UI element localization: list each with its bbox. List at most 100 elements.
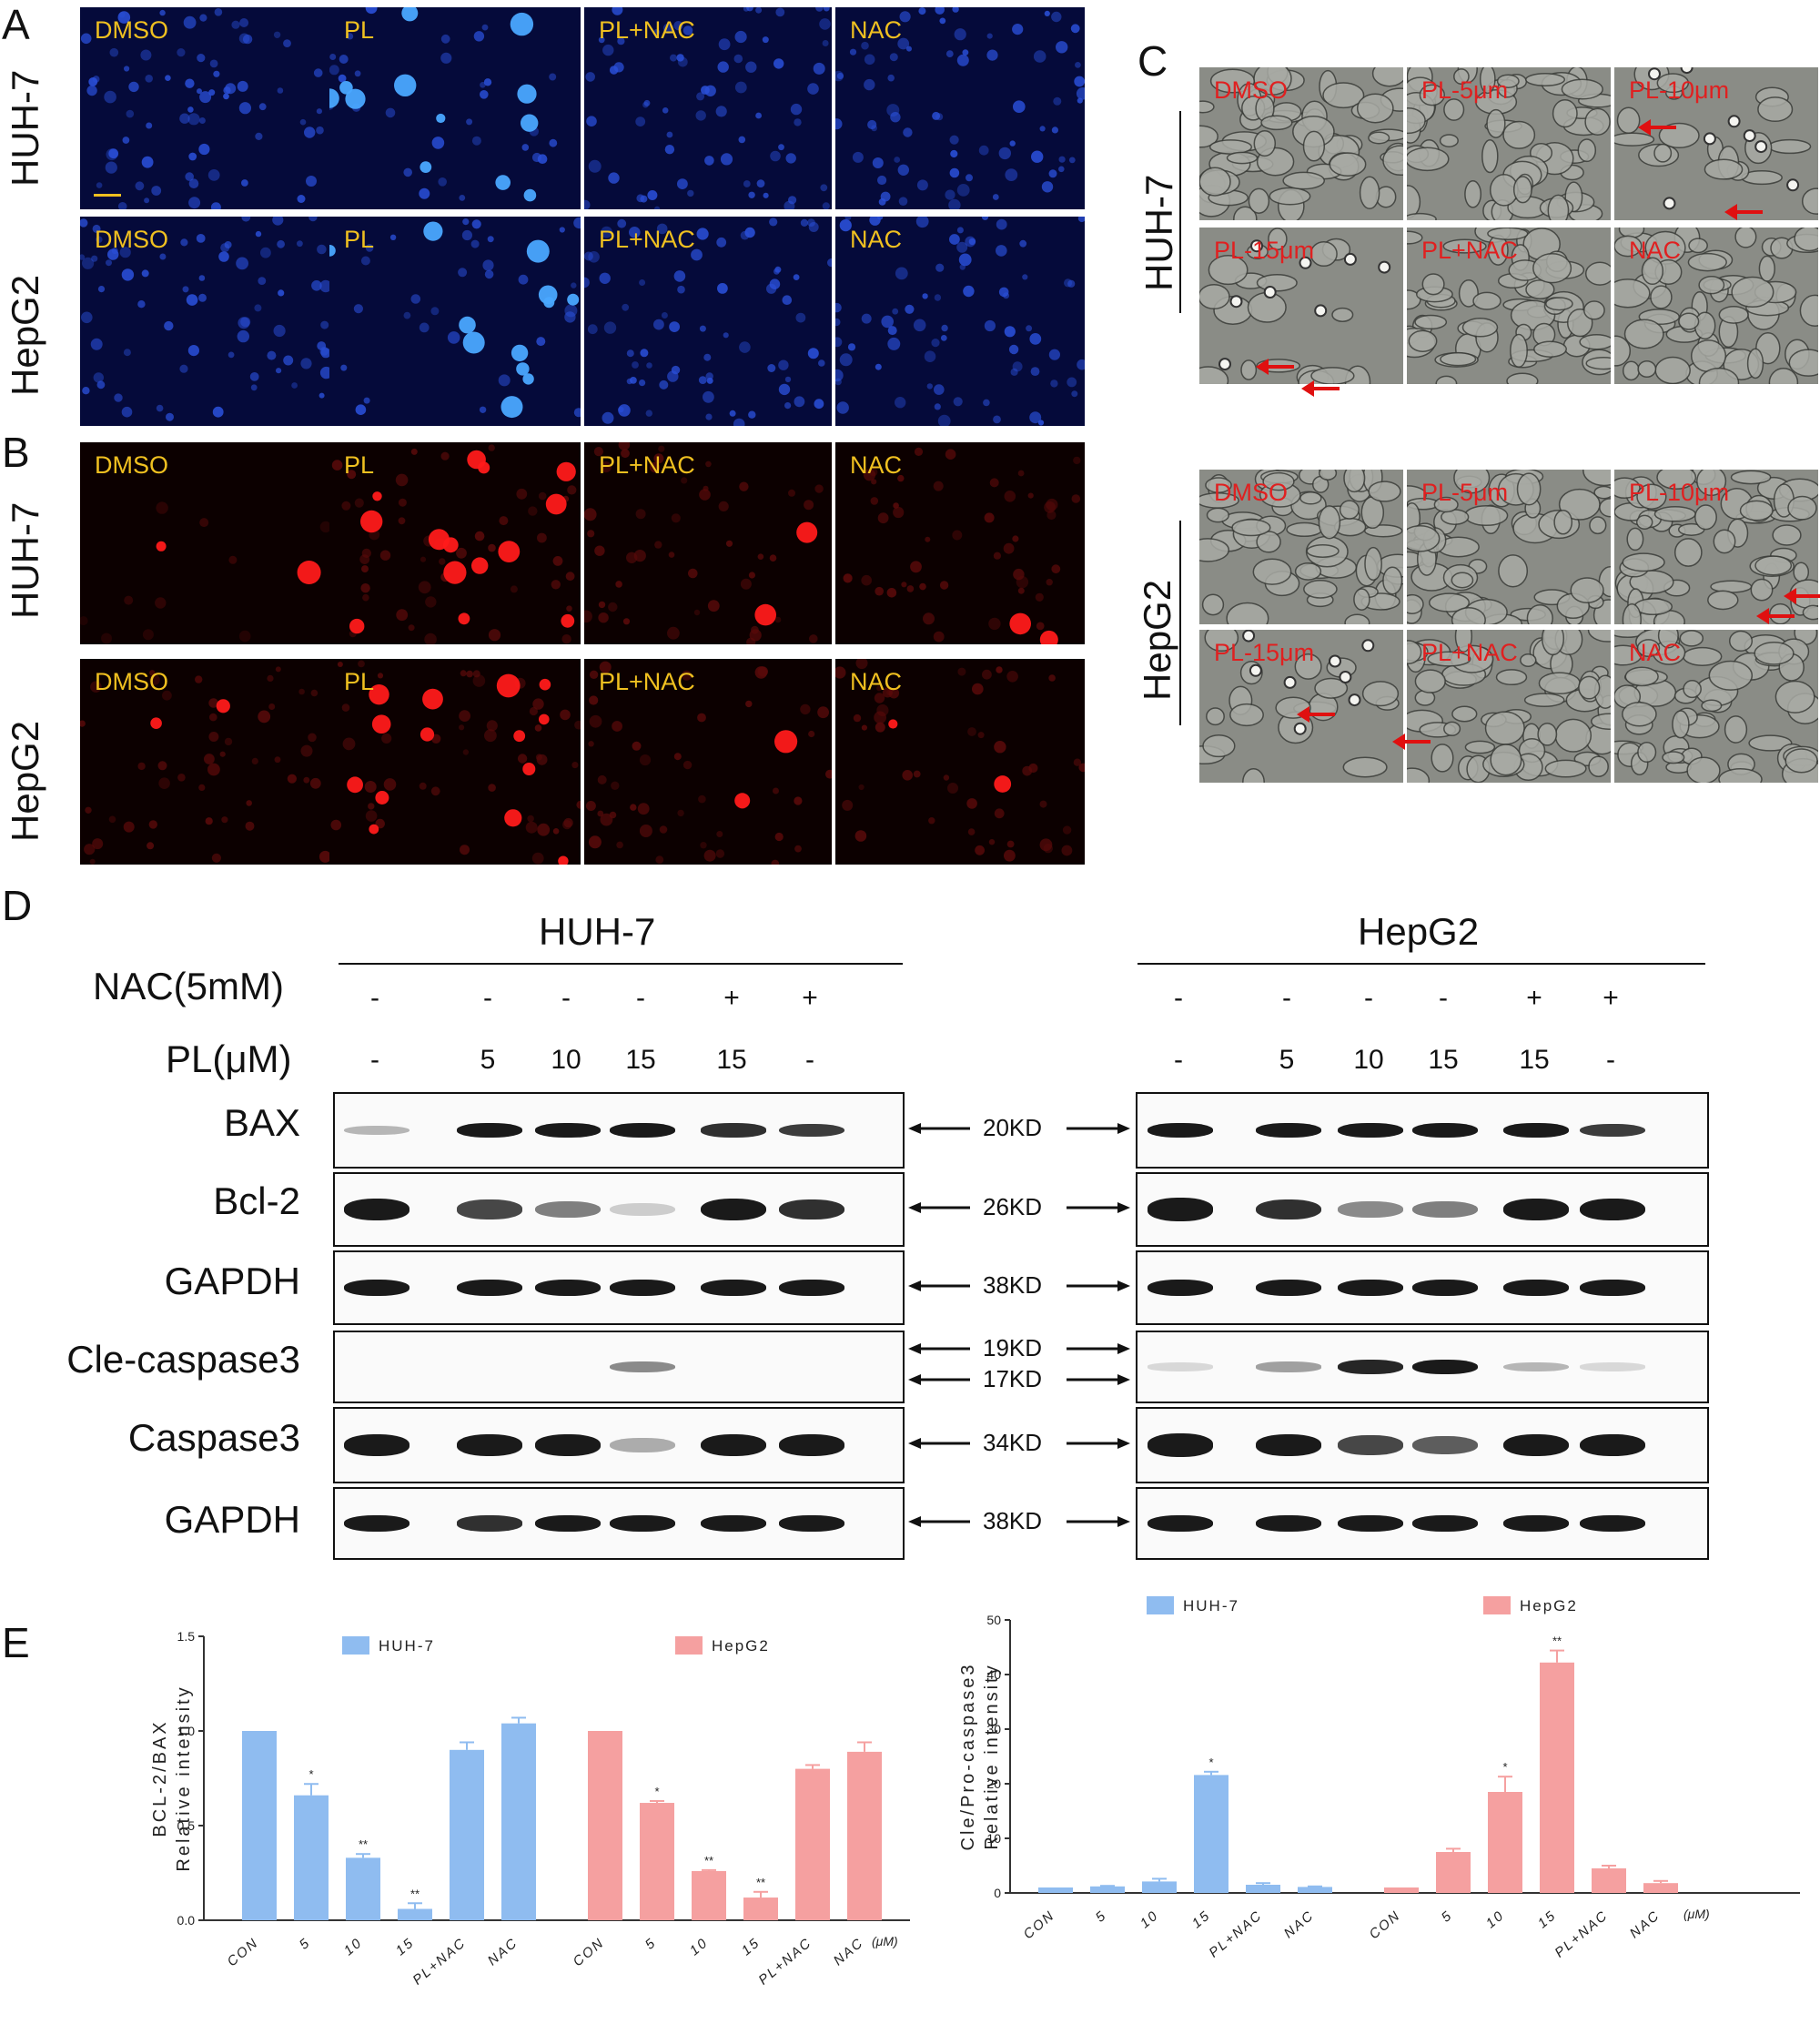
y-axis-label: Cle/Pro-caspase3 — [958, 1663, 978, 1851]
band — [1256, 1515, 1321, 1532]
band — [457, 1515, 522, 1532]
bar — [1298, 1887, 1332, 1893]
arrow-right-icon — [1067, 1438, 1130, 1449]
bar — [1436, 1852, 1471, 1893]
x-tick-label: NAC — [1627, 1908, 1663, 1941]
pl-value-hepg2-4: 15 — [1519, 1045, 1550, 1075]
legend-swatch — [342, 1636, 369, 1655]
red-arrow-icon — [1301, 380, 1340, 397]
tile-label: NAC — [850, 226, 903, 253]
arrow-left-icon — [908, 1202, 970, 1213]
tile-label: NAC — [850, 16, 903, 44]
blot-box — [333, 1331, 905, 1403]
band — [1503, 1280, 1569, 1296]
band — [701, 1433, 766, 1457]
band — [610, 1280, 675, 1296]
unit-label: (μM) — [872, 1934, 898, 1948]
y-axis-label: BCL-2/BAX — [150, 1719, 170, 1837]
tile-label: PL — [344, 451, 375, 479]
tile-label: DMSO — [95, 226, 168, 253]
nac-sign-hepg2-3: - — [1439, 983, 1448, 1013]
nac-sign-hepg2-2: - — [1364, 983, 1373, 1013]
bar — [1384, 1887, 1419, 1893]
bar — [1038, 1887, 1073, 1893]
y-tick-label: 20 — [986, 1776, 1001, 1791]
nac-sign-hepg2-5: + — [1603, 983, 1619, 1013]
bracket-huh7-c — [1179, 111, 1181, 313]
significance-mark: ** — [704, 1854, 713, 1867]
significance-mark: ** — [1552, 1634, 1562, 1648]
band — [1503, 1433, 1569, 1457]
band — [1580, 1515, 1645, 1532]
band — [779, 1515, 844, 1532]
row-label-huh7-c: HUH-7 — [1138, 174, 1180, 291]
y-tick-label: 0.5 — [177, 1818, 196, 1833]
band — [1148, 1433, 1213, 1457]
band — [344, 1199, 410, 1220]
bar — [398, 1908, 432, 1920]
significance-mark: ** — [756, 1876, 765, 1889]
tile-label: DMSO — [95, 16, 168, 44]
band — [701, 1198, 766, 1221]
band — [1148, 1123, 1213, 1138]
tile-label: PL+NAC — [599, 16, 695, 44]
pl-value-huh7-3: 15 — [625, 1045, 656, 1075]
tile-label: PL-15μm — [1214, 639, 1315, 666]
x-tick-label: PL+NAC — [1552, 1908, 1611, 1961]
panel-letter-d: D — [2, 882, 33, 929]
nac-sign-hepg2-0: - — [1174, 983, 1183, 1013]
fluor-tile-a-1-1: PL — [329, 217, 581, 426]
blot-box — [333, 1250, 905, 1325]
band — [1412, 1359, 1478, 1375]
significance-mark: * — [654, 1785, 659, 1798]
band — [1412, 1435, 1478, 1455]
legend-label: HepG2 — [1520, 1597, 1578, 1614]
bar — [1142, 1881, 1177, 1893]
fluor-tile-b-0-3: NAC — [835, 442, 1085, 644]
tile-label: PL — [344, 16, 375, 44]
y-tick-label: 10 — [986, 1831, 1001, 1846]
tile-label: NAC — [850, 451, 903, 479]
pl-value-huh7-2: 10 — [551, 1045, 581, 1075]
x-tick-label: 5 — [1439, 1908, 1456, 1926]
band — [779, 1434, 844, 1456]
row-label-hepg2-b: HepG2 — [4, 720, 46, 842]
protein-label: BAX — [223, 1101, 300, 1144]
row-label-hepg2-c: HepG2 — [1136, 579, 1178, 701]
band — [535, 1515, 601, 1532]
tile-label: PL-5μm — [1421, 76, 1509, 104]
blot-box — [1136, 1092, 1709, 1169]
band — [1503, 1123, 1569, 1138]
protein-label: Bcl-2 — [213, 1179, 300, 1222]
tile-label: PL-10μm — [1629, 76, 1730, 104]
x-tick-label: PL+NAC — [410, 1935, 469, 1989]
y-axis-label: Relative intensity — [982, 1663, 1002, 1849]
protein-label: Caspase3 — [127, 1416, 300, 1459]
bar — [692, 1870, 726, 1920]
band — [535, 1280, 601, 1296]
pl-value-hepg2-0: - — [1174, 1045, 1183, 1075]
band — [610, 1361, 675, 1372]
arrow-left-icon — [908, 1343, 970, 1354]
x-tick-label: PL+NAC — [755, 1935, 814, 1989]
band — [457, 1199, 522, 1219]
band — [1503, 1199, 1569, 1220]
band — [1256, 1123, 1321, 1138]
fluor-tile-b-1-1: PL — [329, 659, 581, 865]
arrow-left-icon — [908, 1280, 970, 1291]
tile-label: PL-10μm — [1629, 479, 1730, 506]
brightfield-tile-1-0: PL-15μm — [1199, 228, 1403, 384]
brightfield-tile-2-1: PL-5μm — [1407, 470, 1611, 624]
band — [610, 1437, 675, 1453]
nac-sign-huh7-1: - — [483, 983, 492, 1013]
tile-label: NAC — [1629, 237, 1682, 264]
x-tick-label: 5 — [1093, 1908, 1110, 1926]
nac-sign-huh7-0: - — [370, 983, 379, 1013]
tile-label: PL+NAC — [1421, 639, 1518, 666]
y-tick-label: 1.5 — [177, 1629, 196, 1644]
band — [1338, 1515, 1403, 1532]
arrow-right-icon — [1067, 1343, 1130, 1354]
band — [535, 1200, 601, 1219]
header-line-hepg2 — [1138, 963, 1705, 965]
x-tick-label: 10 — [687, 1935, 712, 1958]
